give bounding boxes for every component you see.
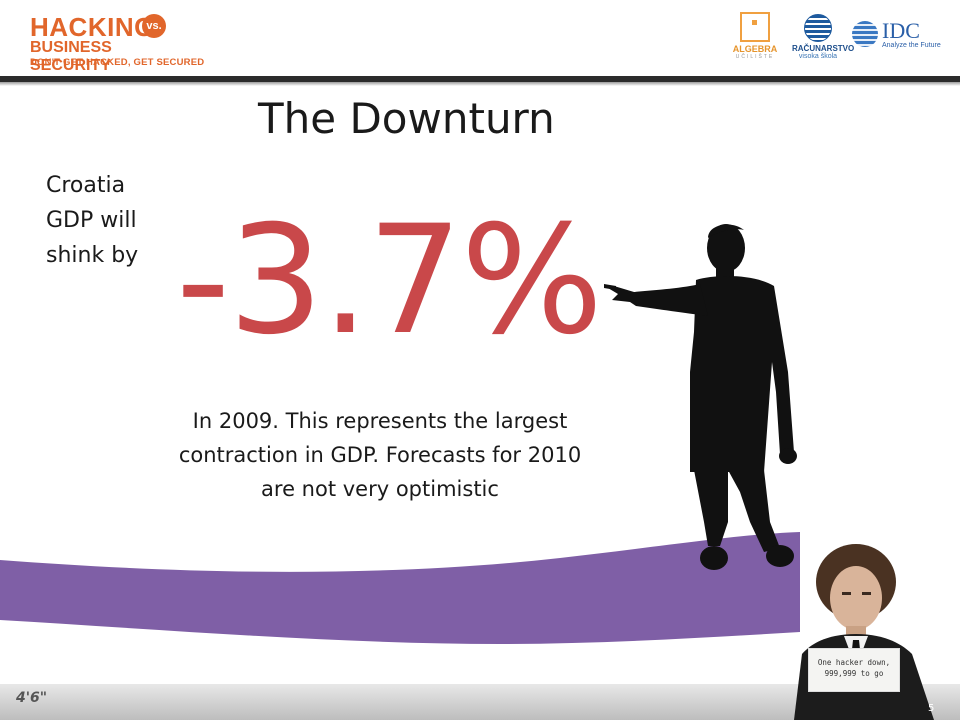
side-caption: Croatia GDP will shink by xyxy=(46,168,166,273)
logo-tagline: DON'T GET HACKED, GET SECURED xyxy=(30,57,205,68)
side-caption-line: GDP will xyxy=(46,208,137,233)
purple-wave-decoration xyxy=(0,532,800,644)
pointing-man-silhouette xyxy=(604,224,797,570)
algebra-logo-name: ALGEBRA xyxy=(732,44,778,54)
algebra-logo: ALGEBRA UČILIŠTE xyxy=(731,12,779,64)
hacker-sign: One hacker down, 999,999 to go xyxy=(808,648,900,692)
slide-title: The Downturn xyxy=(258,94,555,143)
logo-vs-badge: vs. xyxy=(142,14,166,38)
idc-globe-icon xyxy=(852,21,878,47)
sign-line: One hacker down, xyxy=(817,658,891,667)
body-line: In 2009. This represents the largest xyxy=(192,409,568,433)
slide-page-number: 5 xyxy=(928,703,935,714)
racunarstvo-logo-name: RAČUNARSTVO xyxy=(792,44,855,53)
side-caption-line: Croatia xyxy=(46,173,126,198)
algebra-logo-sub: UČILIŠTE xyxy=(735,54,775,60)
idc-logo-name: IDC xyxy=(882,18,920,43)
hacking-vs-business-security-logo: HACKING vs. BUSINESS SECURITY DON'T GET … xyxy=(30,12,204,74)
sign-line: 999,999 to go xyxy=(824,669,884,678)
person-with-sign-photo xyxy=(794,544,934,720)
footer-label: 4'6" xyxy=(16,690,48,706)
algebra-logo-icon xyxy=(740,12,770,42)
idc-logo: IDC Analyze the Future xyxy=(852,18,948,54)
racunarstvo-logo-sub: visoka škola xyxy=(798,53,838,60)
headline-figure: -3.7% xyxy=(176,194,603,368)
header-divider-bar xyxy=(0,76,960,82)
header-divider-shadow xyxy=(0,82,960,86)
body-line: are not very optimistic xyxy=(261,477,499,501)
idc-logo-tagline: Analyze the Future xyxy=(882,42,941,49)
body-paragraph: In 2009. This represents the largest con… xyxy=(120,404,640,506)
racunarstvo-logo: RAČUNARSTVO visoka škola xyxy=(792,14,855,64)
logo-hacking-text: HACKING xyxy=(30,12,155,42)
racunarstvo-globe-icon xyxy=(804,14,832,42)
side-caption-line: shink by xyxy=(46,243,139,268)
body-line: contraction in GDP. Forecasts for 2010 xyxy=(178,443,582,467)
logo-business-security-text: BUSINESS SECURITY xyxy=(30,39,112,74)
